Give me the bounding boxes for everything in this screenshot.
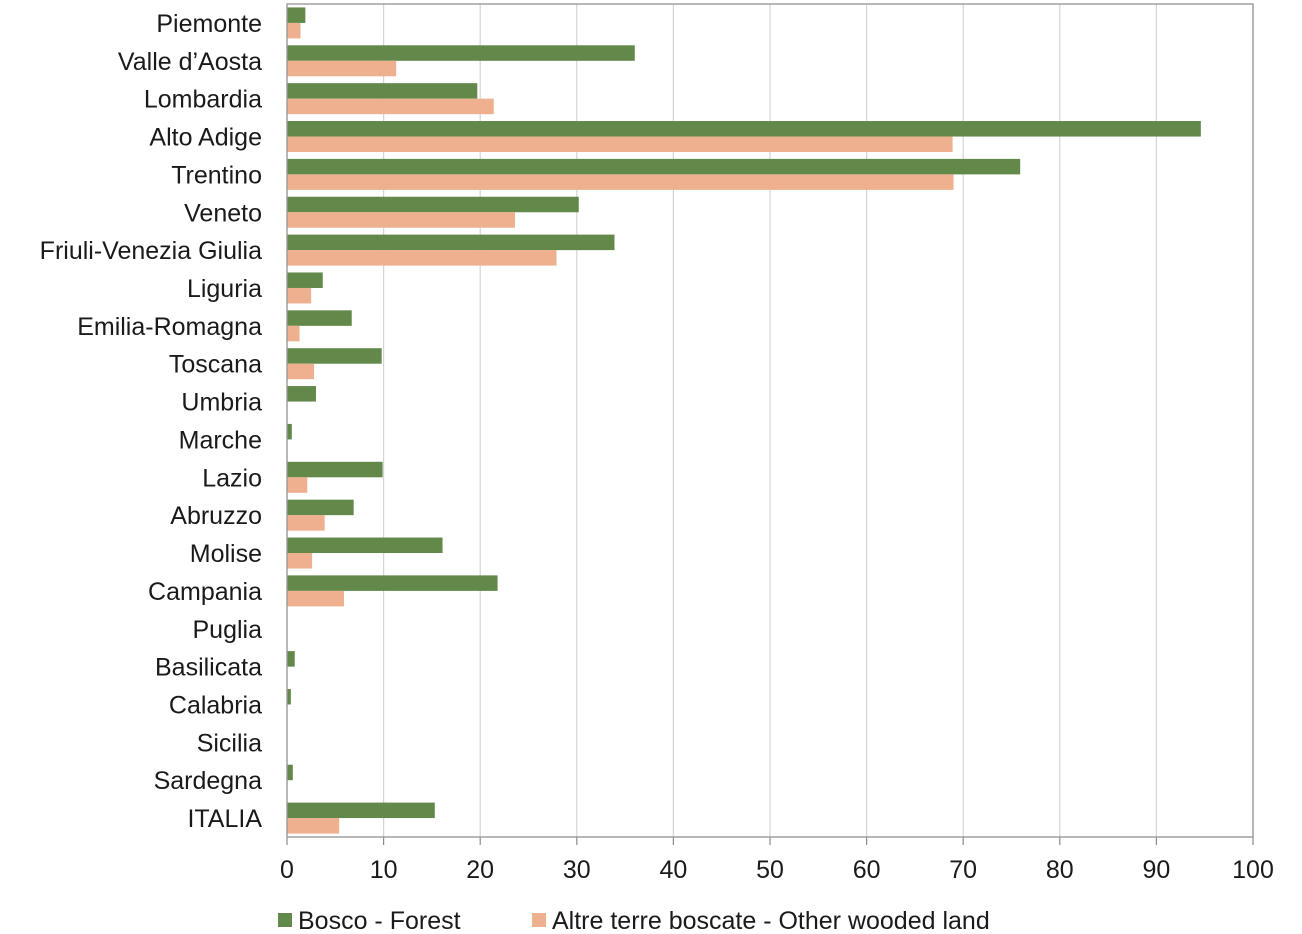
legend-swatch-other-wooded-land	[532, 913, 546, 927]
bar-other-wooded-land-13	[287, 515, 325, 531]
category-label: Piemonte	[156, 10, 262, 38]
category-label: Lazio	[202, 464, 262, 492]
bar-other-wooded-land-5	[287, 212, 515, 228]
category-label: Veneto	[184, 199, 262, 227]
category-label: Sardegna	[154, 767, 263, 795]
category-label: Trentino	[171, 161, 262, 189]
x-tick-label: 30	[563, 856, 591, 884]
x-tick-label: 50	[756, 856, 784, 884]
bar-other-wooded-land-9	[287, 363, 315, 380]
category-label: Umbria	[181, 389, 262, 417]
bar-forest-2	[287, 83, 478, 99]
plot-frame	[286, 3, 1254, 838]
bar-other-wooded-land-1	[287, 60, 397, 77]
legend: Bosco - Forest Altre terre boscate - Othe…	[278, 907, 990, 934]
bar-forest-15	[287, 575, 498, 591]
bar-forest-5	[287, 196, 579, 213]
bar-other-wooded-land-6	[287, 250, 557, 266]
x-tick-label: 80	[1046, 856, 1074, 884]
category-label: Sicilia	[197, 729, 262, 757]
legend-label-forest: Bosco - Forest	[298, 907, 461, 934]
x-tick-label: 100	[1232, 856, 1274, 884]
bar-other-wooded-land-0	[287, 22, 301, 39]
legend-swatch-forest	[278, 913, 292, 927]
bar-forest-11	[287, 423, 292, 440]
bar-other-wooded-land-7	[287, 287, 312, 304]
x-tick-label: 70	[949, 856, 977, 884]
bar-forest-8	[287, 310, 352, 326]
category-label: Emilia-Romagna	[77, 313, 262, 341]
category-label: Alto Adige	[149, 124, 262, 152]
category-label: Molise	[190, 540, 262, 568]
bar-other-wooded-land-15	[287, 590, 344, 607]
bar-forest-12	[287, 461, 383, 478]
category-label: Lombardia	[144, 86, 262, 114]
bar-forest-18	[287, 688, 291, 705]
bar-forest-10	[287, 386, 316, 402]
x-tick-label: 60	[853, 856, 881, 884]
legend-label-other-wooded-land: Altre terre boscate - Other wooded land	[552, 907, 990, 934]
category-label: Calabria	[169, 691, 262, 719]
bar-forest-6	[287, 234, 615, 251]
bar-forest-9	[287, 348, 382, 364]
x-tick-label: 40	[659, 856, 687, 884]
category-label: Toscana	[169, 351, 262, 379]
bar-forest-21	[287, 802, 435, 819]
category-label: Friuli-Venezia Giulia	[40, 237, 262, 265]
x-tick-label: 90	[1142, 856, 1170, 884]
category-label: Campania	[148, 578, 262, 606]
bar-forest-14	[287, 537, 443, 554]
bar-other-wooded-land-12	[287, 477, 308, 493]
category-label: Valle d’Aosta	[118, 48, 262, 76]
category-label: Liguria	[187, 275, 262, 303]
bar-other-wooded-land-8	[287, 325, 300, 342]
axes	[286, 3, 1254, 845]
bar-other-wooded-land-2	[287, 98, 494, 115]
bar-forest-1	[287, 45, 635, 61]
category-label: Abruzzo	[170, 502, 262, 530]
bar-other-wooded-land-21	[287, 818, 340, 834]
bar-other-wooded-land-14	[287, 553, 313, 569]
bar-other-wooded-land-3	[287, 136, 953, 153]
bars	[287, 7, 1201, 834]
x-tick-label: 20	[466, 856, 494, 884]
category-label: Puglia	[193, 616, 263, 644]
bar-other-wooded-land-4	[287, 174, 954, 190]
bar-forest-3	[287, 121, 1201, 137]
bar-forest-0	[287, 7, 306, 23]
bar-forest-7	[287, 272, 323, 288]
bar-forest-4	[287, 158, 1021, 175]
bar-forest-13	[287, 499, 354, 516]
x-tick-label: 0	[280, 856, 294, 884]
x-tick-labels: 0 10 20 30 40 50 60 70 80 90 100	[280, 856, 1274, 884]
category-label: ITALIA	[187, 805, 262, 833]
bar-forest-17	[287, 651, 295, 667]
x-tick-label: 10	[370, 856, 398, 884]
category-label: Marche	[179, 426, 262, 454]
category-labels: Piemonte Valle d’Aosta Lombardia Alto Adige…	[40, 10, 263, 833]
category-label: Basilicata	[155, 654, 262, 682]
bar-forest-20	[287, 764, 293, 781]
